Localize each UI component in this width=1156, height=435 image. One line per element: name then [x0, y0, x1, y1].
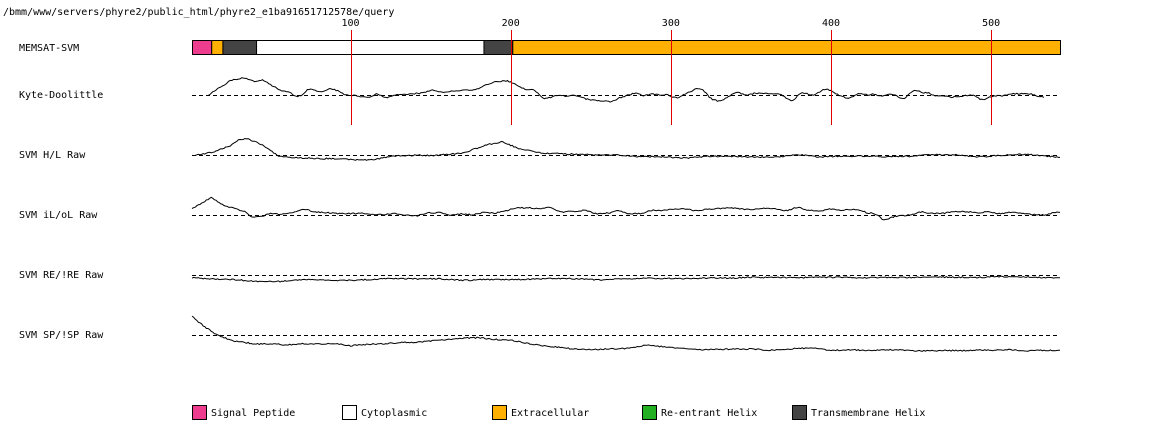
topology-segment-cytoplasmic: [256, 40, 485, 55]
ruler-tick-labels: 100 200 300 400 500: [342, 18, 1001, 29]
topology-segment-transmembrane-helix: [222, 40, 258, 55]
track-label: SVM iL/oL Raw: [19, 210, 98, 221]
score-line-svm-il-ol-raw: [191, 196, 1061, 221]
legend-item-cytoplasmic: Cytoplasmic: [342, 405, 427, 420]
legend-item-re-entrant-helix: Re-entrant Helix: [642, 405, 757, 420]
ruler-tick-label: 200: [502, 18, 520, 29]
ruler-tick-label: 100: [342, 18, 360, 29]
track-svm-re-re-raw: SVM RE/!RE Raw: [19, 270, 1061, 283]
topology-segment-extracellular: [211, 40, 224, 55]
track-label: SVM SP/!SP Raw: [19, 330, 104, 341]
track-label-memsat-svm: MEMSAT-SVM: [19, 43, 79, 54]
track-svm-h-l-raw: SVM H/L Raw: [19, 137, 1060, 161]
score-line-svm-sp-sp-raw: [191, 315, 1061, 352]
legend-swatch: [342, 405, 357, 420]
topology-segment-extracellular: [512, 40, 1061, 55]
legend: Signal Peptide Cytoplasmic Extracellular Re…: [192, 405, 925, 420]
legend-swatch: [192, 405, 207, 420]
score-line-kyte-doolittle: [207, 77, 1045, 103]
ruler-tick-label: 500: [982, 18, 1000, 29]
topology-segment-signal-peptide: [192, 40, 213, 55]
ruler-tick-label: 300: [662, 18, 680, 29]
legend-swatch: [492, 405, 507, 420]
score-tracks: Kyte-Doolittle SVM H/L Raw SVM iL/oL Raw SV…: [19, 77, 1061, 352]
track-svm-sp-sp-raw: SVM SP/!SP Raw: [19, 315, 1061, 352]
topology-segment-transmembrane-helix: [483, 40, 514, 55]
legend-item-signal-peptide: Signal Peptide: [192, 405, 295, 420]
legend-swatch: [642, 405, 657, 420]
score-line-svm-re-re-raw: [191, 275, 1061, 283]
track-label: SVM RE/!RE Raw: [19, 270, 104, 281]
legend-label: Signal Peptide: [211, 408, 295, 419]
track-label: SVM H/L Raw: [19, 150, 86, 161]
legend-swatch: [792, 405, 807, 420]
legend-label: Transmembrane Helix: [811, 408, 925, 419]
legend-label: Cytoplasmic: [361, 408, 427, 419]
ruler-tick-label: 400: [822, 18, 840, 29]
query-path-title: /bmm/www/servers/phyre2/public_html/phyr…: [3, 7, 394, 18]
topology-bar: MEMSAT-SVM: [19, 40, 1061, 55]
legend-item-transmembrane-helix: Transmembrane Helix: [792, 405, 925, 420]
legend-item-extracellular: Extracellular: [492, 405, 589, 420]
track-label: Kyte-Doolittle: [19, 90, 103, 101]
legend-label: Re-entrant Helix: [661, 408, 757, 419]
legend-label: Extracellular: [511, 408, 589, 419]
track-svm-il-ol-raw: SVM iL/oL Raw: [19, 196, 1061, 221]
score-line-svm-h-l-raw: [191, 137, 1060, 161]
ruler-lines: [351, 30, 992, 125]
track-kyte-doolittle: Kyte-Doolittle: [19, 77, 1060, 103]
